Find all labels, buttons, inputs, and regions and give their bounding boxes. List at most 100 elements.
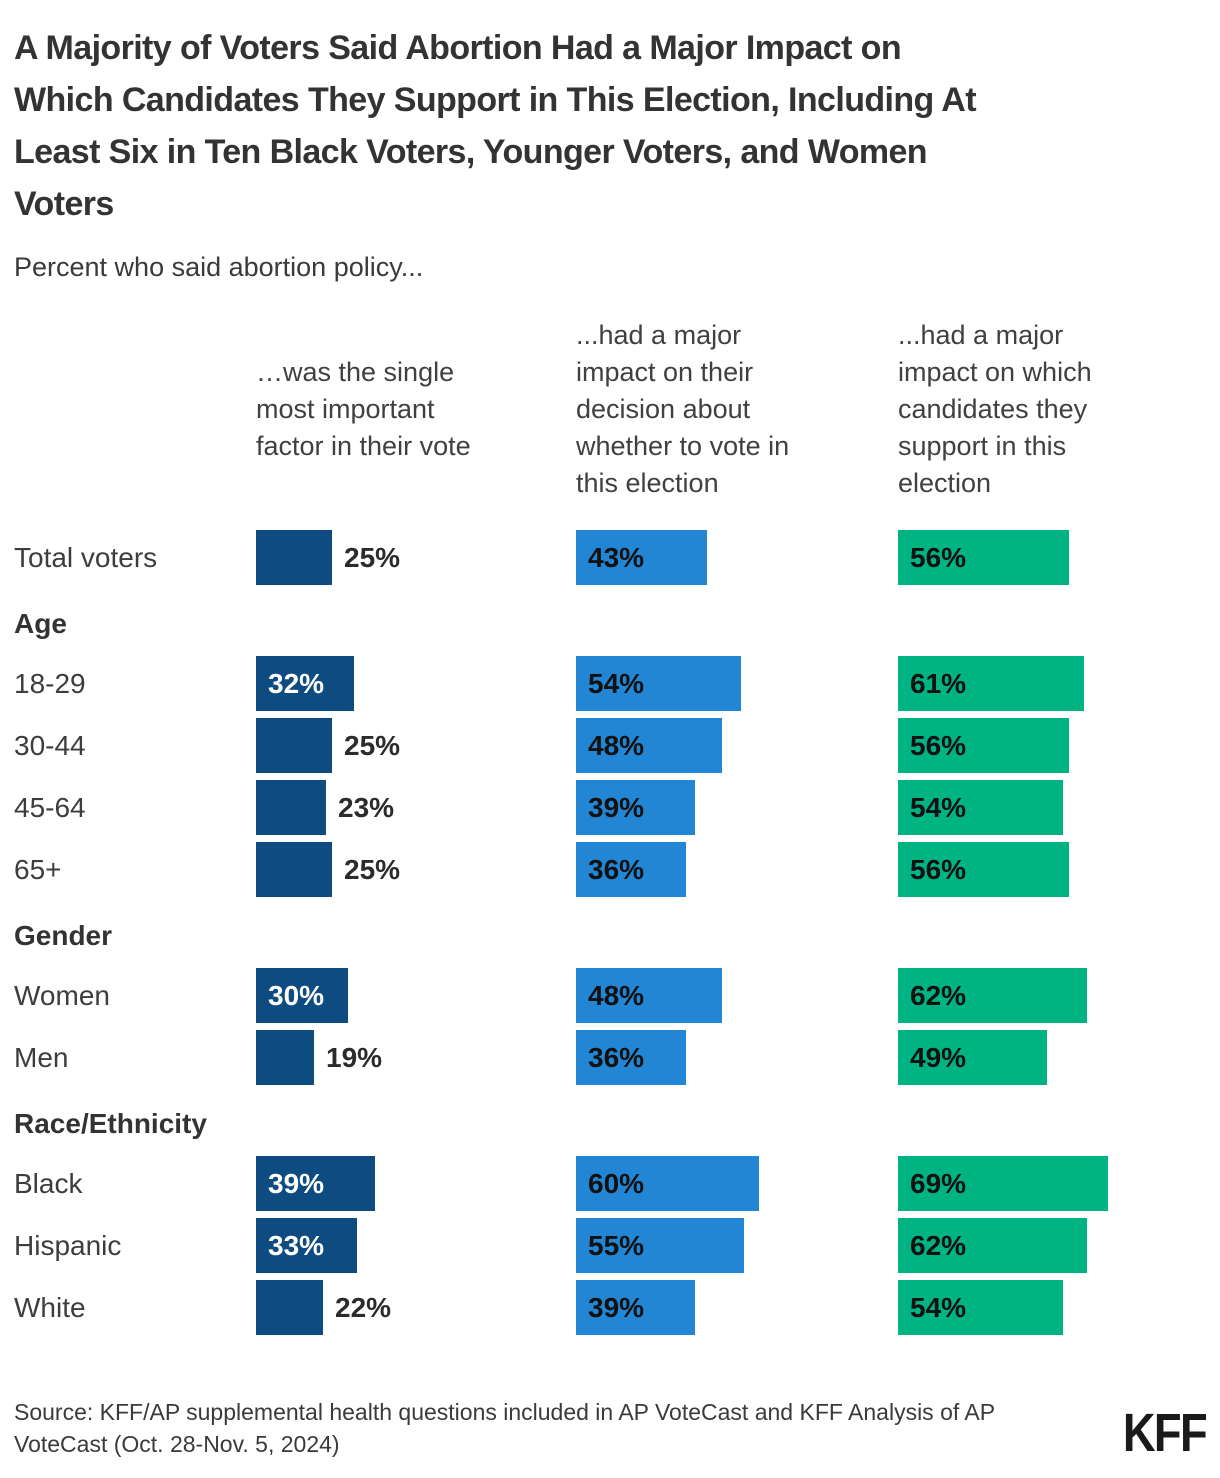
bar-value-label: 36% [588, 853, 645, 885]
bar-value-label: 69% [910, 1167, 967, 1199]
bar-value-label: 48% [588, 729, 645, 761]
bar: 54% [898, 780, 1063, 835]
bar-value-label: 55% [588, 1229, 645, 1261]
bar-cell: 62% [898, 968, 1220, 1023]
bar-value-label: 39% [588, 791, 645, 823]
bar [256, 718, 332, 773]
bar-cell: 56% [898, 530, 1220, 585]
bar-value-label: 61% [910, 667, 967, 699]
bar-value-label: 62% [910, 1229, 967, 1261]
bar: 48% [576, 718, 722, 773]
bar-value-label: 25% [344, 730, 401, 761]
bar-cell: 33% [256, 1218, 576, 1273]
row-label: 45-64 [14, 792, 86, 823]
bar-cell: 56% [898, 842, 1220, 897]
bar-value-label: 39% [588, 1291, 645, 1323]
bar: 56% [898, 842, 1069, 897]
bar: 56% [898, 530, 1069, 585]
bar-cell: 25% [256, 842, 576, 897]
bar-cell: 69% [898, 1156, 1220, 1211]
bar-value-label: 30% [268, 979, 325, 1011]
bar-value-label: 39% [268, 1167, 325, 1199]
bar: 62% [898, 1218, 1087, 1273]
table-row: Women 30% 48% 62% [14, 968, 1206, 1030]
bar: 49% [898, 1030, 1047, 1085]
chart-subtitle: Percent who said abortion policy... [14, 252, 424, 282]
bar: 60% [576, 1156, 759, 1211]
bar-cell: 62% [898, 1218, 1220, 1273]
bar-cell: 54% [576, 656, 898, 711]
bar [256, 842, 332, 897]
bar-value-label: 19% [326, 1042, 383, 1073]
bar-cell: 56% [898, 718, 1220, 773]
bar: 55% [576, 1218, 744, 1273]
bar-cell: 19% [256, 1030, 576, 1085]
table-row: 18-29 32% 54% 61% [14, 656, 1206, 718]
bar-value-label: 43% [588, 541, 645, 573]
row-label: Hispanic [14, 1230, 122, 1261]
bar: 43% [576, 530, 707, 585]
bar-value-label: 54% [910, 791, 967, 823]
bar-value-label: 22% [335, 1292, 392, 1323]
row-label: 18-29 [14, 668, 86, 699]
section-header: Age [14, 608, 67, 639]
bar-cell: 61% [898, 656, 1220, 711]
bar-cell: 32% [256, 656, 576, 711]
table-row: Hispanic 33% 55% 62% [14, 1218, 1206, 1280]
bar-cell: 22% [256, 1280, 576, 1335]
table-row: Total voters 25% 43% 56% [14, 530, 1206, 592]
bar-cell: 55% [576, 1218, 898, 1273]
row-label: Total voters [14, 542, 158, 573]
bar: 56% [898, 718, 1069, 773]
bar: 33% [256, 1218, 357, 1273]
column-header-which-candidates: ...had a major impact on which candidate… [898, 320, 1092, 498]
table-row: White 22% 39% 54% [14, 1280, 1206, 1342]
row-label: 30-44 [14, 730, 86, 761]
row-label: Women [14, 980, 110, 1011]
row-label: White [14, 1292, 86, 1323]
section-row: Age [14, 592, 1206, 656]
section-header: Race/Ethnicity [14, 1108, 207, 1139]
bar-cell: 54% [898, 1280, 1220, 1335]
bar-value-label: 56% [910, 541, 967, 573]
row-label: Black [14, 1168, 83, 1199]
bar: 39% [256, 1156, 375, 1211]
bar-cell: 48% [576, 718, 898, 773]
row-label: 65+ [14, 854, 62, 885]
bar-cell: 39% [256, 1156, 576, 1211]
table-row: 65+ 25% 36% 56% [14, 842, 1206, 904]
bar-value-label: 56% [910, 853, 967, 885]
table-row: Black 39% 60% 69% [14, 1156, 1206, 1218]
bar-value-label: 60% [588, 1167, 645, 1199]
table-row: 45-64 23% 39% 54% [14, 780, 1206, 842]
bar-value-label: 62% [910, 979, 967, 1011]
bar-value-label: 54% [588, 667, 645, 699]
bar-cell: 49% [898, 1030, 1220, 1085]
bar: 39% [576, 1280, 695, 1335]
bar: 36% [576, 1030, 686, 1085]
bar: 36% [576, 842, 686, 897]
bar [256, 1280, 323, 1335]
bar-cell: 36% [576, 1030, 898, 1085]
bar-cell: 54% [898, 780, 1220, 835]
bar: 30% [256, 968, 348, 1023]
bar [256, 1030, 314, 1085]
bar: 48% [576, 968, 722, 1023]
row-label: Men [14, 1042, 69, 1073]
bar: 32% [256, 656, 354, 711]
bar [256, 780, 326, 835]
bar-cell: 25% [256, 530, 576, 585]
source-note: Source: KFF/AP supplemental health quest… [14, 1399, 995, 1457]
bar: 62% [898, 968, 1087, 1023]
table-row: Men 19% 36% 49% [14, 1030, 1206, 1092]
bar-cell: 36% [576, 842, 898, 897]
section-header: Gender [14, 920, 113, 951]
bar-value-label: 54% [910, 1291, 967, 1323]
bar: 54% [576, 656, 741, 711]
column-headers: …was the single most important factor in… [14, 307, 1206, 512]
bar-cell: 30% [256, 968, 576, 1023]
bar-value-label: 49% [910, 1041, 967, 1073]
bar-cell: 39% [576, 1280, 898, 1335]
bar: 69% [898, 1156, 1108, 1211]
bar-cell: 25% [256, 718, 576, 773]
